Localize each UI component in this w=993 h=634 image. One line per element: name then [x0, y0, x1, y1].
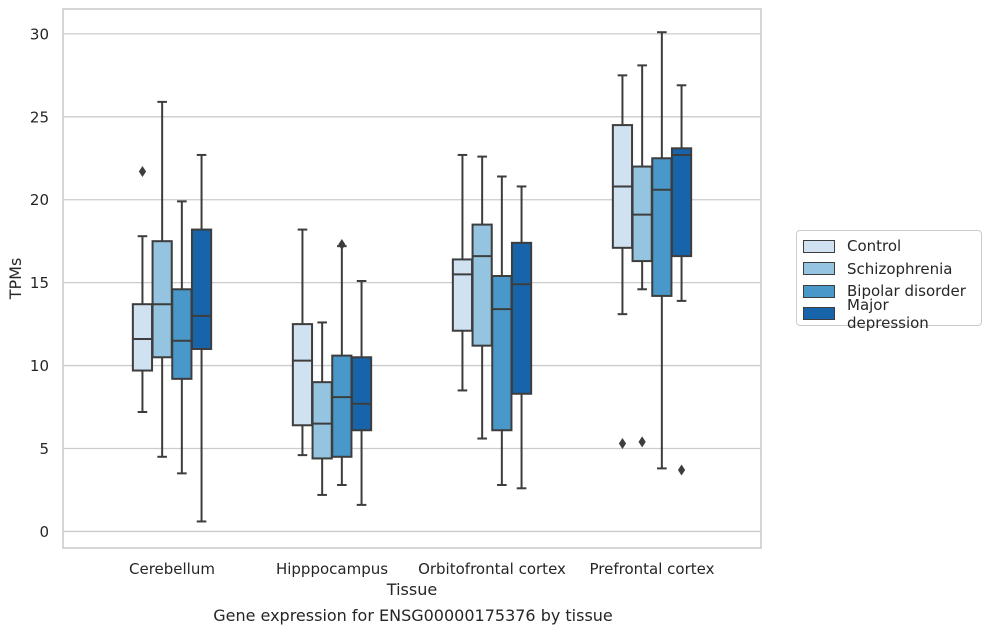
- y-tick-label: 25: [30, 108, 49, 126]
- outlier-point: [338, 239, 346, 251]
- box-iqr: [331, 354, 353, 458]
- box-schizophrenia: [471, 155, 493, 440]
- x-tick-label: Cerebellum: [129, 560, 215, 578]
- legend-swatch: [803, 284, 835, 298]
- y-tick-labels: 0 5 10 15 20 25 30: [30, 25, 49, 541]
- y-tick-label: 0: [39, 523, 49, 541]
- x-tick-label: Hipppocampus: [276, 560, 388, 578]
- legend: Control Schizophrenia Bipolar disorder Majo…: [796, 230, 982, 332]
- box-iqr: [451, 258, 474, 332]
- x-tick-labels: Cerebellum Hipppocampus Orbitofrontal cort…: [129, 560, 715, 578]
- box-control: [131, 166, 154, 414]
- legend-swatch: [803, 307, 835, 321]
- box-iqr: [510, 241, 533, 395]
- outlier-point: [618, 438, 627, 450]
- box-bipolar-disorder: [171, 200, 193, 475]
- box-major-depression: [670, 84, 693, 476]
- y-tick-label: 5: [39, 440, 49, 458]
- legend-label: Control: [847, 237, 902, 256]
- outlier-point: [677, 464, 686, 476]
- box-major-depression: [350, 279, 373, 506]
- legend-label: Bipolar disorder: [847, 282, 966, 301]
- y-tick-label: 30: [30, 25, 49, 43]
- y-tick-label: 20: [30, 191, 49, 209]
- box-iqr: [471, 223, 493, 347]
- legend-item: Control: [803, 235, 975, 258]
- figure-caption: Gene expression for ENSG00000175376 by t…: [213, 606, 613, 625]
- y-tick-label: 15: [30, 274, 49, 292]
- box-major-depression: [510, 185, 533, 490]
- legend-item: Major depression: [803, 296, 975, 332]
- outlier-point: [138, 166, 147, 178]
- box-schizophrenia: [151, 100, 173, 458]
- y-axis-title: TPMs: [6, 258, 25, 301]
- outlier-point: [638, 436, 646, 448]
- x-tick-label: Orbitofrontal cortex: [418, 560, 566, 578]
- box-iqr: [491, 275, 513, 432]
- box-iqr: [311, 381, 333, 460]
- legend-swatch: [803, 262, 835, 276]
- box-control: [611, 74, 634, 450]
- y-tick-label: 10: [30, 357, 49, 375]
- legend-item: Schizophrenia: [803, 258, 975, 281]
- box-iqr: [131, 303, 154, 372]
- box-control: [451, 153, 474, 392]
- box-iqr: [651, 157, 673, 297]
- box-iqr: [190, 228, 213, 350]
- box-bipolar-disorder: [331, 239, 353, 486]
- box-series: [131, 31, 693, 523]
- box-schizophrenia: [631, 64, 653, 448]
- legend-label: Major depression: [847, 295, 929, 332]
- box-iqr: [350, 356, 373, 432]
- box-iqr: [670, 147, 693, 258]
- box-iqr: [171, 288, 193, 380]
- box-iqr: [151, 240, 173, 359]
- box-control: [291, 228, 314, 457]
- box-bipolar-disorder: [651, 31, 673, 470]
- box-bipolar-disorder: [491, 175, 513, 486]
- legend-label: Schizophrenia: [847, 259, 953, 278]
- legend-item: Bipolar disorder: [803, 280, 975, 303]
- x-axis-title: Tissue: [386, 580, 437, 599]
- legend-swatch: [803, 239, 835, 253]
- box-schizophrenia: [311, 321, 333, 496]
- box-major-depression: [190, 153, 213, 523]
- box-iqr: [291, 323, 314, 427]
- x-tick-label: Prefrontal cortex: [590, 560, 715, 578]
- plot-frame: [62, 8, 762, 549]
